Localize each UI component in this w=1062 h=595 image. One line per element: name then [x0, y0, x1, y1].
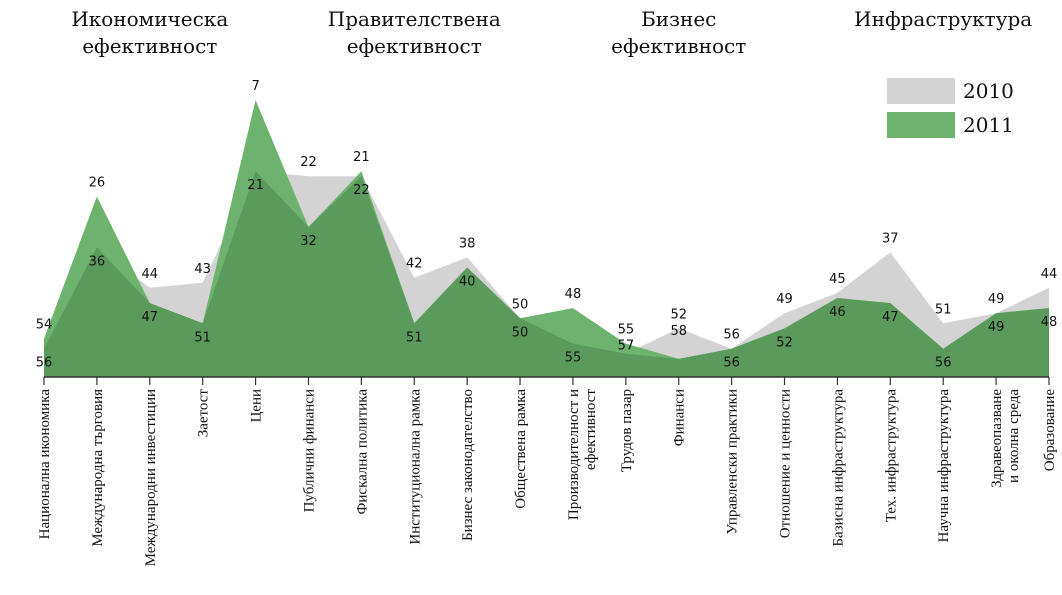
legend-swatch-2010 — [887, 78, 955, 104]
data-label-2011: 47 — [142, 310, 159, 325]
data-label-2010: 50 — [512, 297, 529, 312]
x-tick-label: Трудов пазар — [619, 389, 635, 472]
x-tick-label: Заетост — [196, 389, 212, 438]
data-label-2010: 21 — [247, 178, 264, 193]
data-label-2011: 54 — [36, 318, 53, 333]
x-tick-label: Институционална рамка — [407, 389, 423, 545]
data-label-2011: 46 — [829, 305, 846, 320]
data-label-2010: 55 — [565, 351, 582, 366]
data-label-2010: 52 — [670, 307, 687, 322]
data-label-2010: 56 — [36, 356, 53, 371]
data-label-2011: 50 — [512, 325, 529, 340]
data-label-2011: 51 — [194, 330, 211, 345]
x-tick-label: Фискална политика — [354, 389, 370, 515]
x-tick-label: Национална икономика — [37, 389, 53, 540]
group-title: Бизнес ефективност — [611, 7, 746, 58]
x-axis: Национална икономика Международна търгови… — [37, 376, 1058, 566]
x-tick-label: Базисна инфраструктура — [830, 389, 846, 547]
data-label-2011: 49 — [988, 320, 1005, 335]
data-label-2010: 44 — [1041, 267, 1058, 282]
x-tick-label: Образование — [1042, 389, 1058, 472]
data-label-2011: 32 — [300, 234, 317, 249]
x-tick-label: Тех. инфраструктура — [883, 389, 899, 523]
x-tick-label: Здравеопазванеи околна среда — [989, 389, 1022, 488]
data-label-2011: 40 — [459, 275, 476, 290]
data-label-2010: 49 — [988, 292, 1005, 307]
group-title: Правителствена ефективност — [328, 7, 501, 58]
data-label-2010: 56 — [723, 328, 740, 343]
x-tick-label: Международна търговия — [90, 389, 106, 547]
data-label-2010: 22 — [353, 183, 370, 198]
data-label-2010: 37 — [882, 231, 899, 246]
legend-swatch-2011 — [887, 112, 955, 138]
data-label-layer: 54 56 26 36 44 47 43 51 7 21 22 32 21 22 42 51 38 40 50 50 4… — [36, 79, 1058, 371]
data-label-2011: 48 — [1041, 315, 1058, 330]
group-title-layer: Икономическа ефективност Правителствена ефе… — [71, 7, 1032, 58]
data-label-2010: 43 — [194, 262, 211, 277]
data-label-2010: 38 — [459, 236, 476, 251]
area-layer — [44, 100, 1049, 377]
data-label-2011: 47 — [882, 310, 899, 325]
x-tick-label: Управленски практики — [725, 389, 741, 534]
data-label-2011: 7 — [251, 79, 259, 94]
data-label-2011: 21 — [353, 150, 370, 165]
data-label-2011: 52 — [776, 335, 793, 350]
x-tick-label: Международни инвестиции — [143, 389, 159, 566]
x-tick-label: Финанси — [672, 389, 688, 446]
x-tick-label: Публични финанси — [301, 389, 317, 512]
data-label-2011: 56 — [935, 356, 952, 371]
data-label-2011: 55 — [618, 323, 635, 338]
x-tick-label: Бизнес законодателство — [460, 389, 476, 541]
data-label-2011: 26 — [89, 176, 106, 191]
data-label-2010: 42 — [406, 257, 423, 272]
area-overlap — [44, 171, 1049, 377]
x-tick-label: Цени — [249, 389, 265, 423]
data-label-2010: 49 — [776, 292, 793, 307]
legend: 2010 2011 — [887, 78, 1014, 138]
x-tick-label: Отношение и ценности — [778, 389, 794, 538]
data-label-2010: 22 — [300, 155, 317, 170]
group-title: Икономическа ефективност — [71, 7, 228, 58]
data-label-2010: 51 — [935, 302, 952, 317]
legend-label-2010: 2010 — [963, 79, 1014, 103]
data-label-2011: 58 — [670, 324, 687, 339]
data-label-2011: 56 — [723, 356, 740, 371]
data-label-2010: 45 — [829, 272, 846, 287]
data-label-2011: 48 — [565, 287, 582, 302]
data-label-2011: 51 — [406, 330, 423, 345]
x-tick-label: Научна инфраструктура — [936, 389, 952, 543]
data-label-2010: 36 — [89, 254, 106, 269]
x-tick-label: Обществена рамка — [513, 389, 529, 509]
data-label-2010: 57 — [618, 339, 635, 354]
data-label-2010: 44 — [142, 267, 159, 282]
group-title: Инфраструктура — [854, 7, 1032, 31]
legend-label-2011: 2011 — [963, 113, 1014, 137]
x-tick-label: Производителност иефективност — [566, 389, 599, 521]
